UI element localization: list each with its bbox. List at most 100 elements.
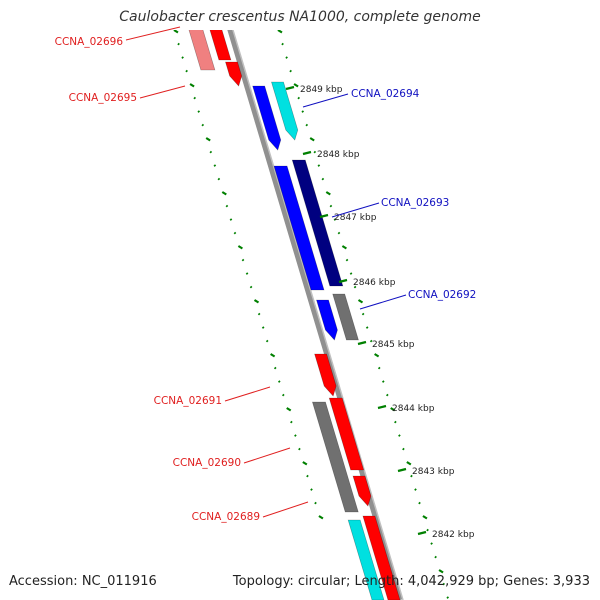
gc-tick — [309, 137, 315, 142]
gc-tick — [357, 299, 364, 304]
gene-labels: CCNA_02696 CCNA_02695 CCNA_02694 CCNA_02693… — [55, 26, 476, 523]
gc-tick — [197, 110, 201, 113]
gc-tick — [410, 474, 413, 478]
gc-tick — [265, 339, 269, 343]
gc-tick — [294, 434, 297, 437]
gc-tick — [381, 380, 385, 383]
gc-tick — [349, 272, 353, 275]
gc-tick — [233, 231, 237, 235]
kbp-tick — [338, 278, 348, 284]
gc-tick — [261, 326, 265, 329]
kbp-label: 2843 kbp — [412, 467, 455, 477]
gc-tick — [402, 447, 405, 451]
gene-leader-line — [262, 501, 309, 518]
gc-tick — [394, 420, 397, 424]
gene-leader-line — [302, 93, 349, 108]
feature-track — [188, 30, 401, 600]
gc-tick — [257, 312, 261, 316]
gc-tick — [298, 447, 301, 451]
genome-backbone — [227, 30, 404, 600]
gc-tick — [229, 218, 233, 221]
kbp-label: 2849 kbp — [300, 85, 343, 95]
gc-tick — [209, 150, 213, 154]
gc-tick — [249, 285, 253, 289]
gc-tick — [430, 542, 433, 545]
gc-tick — [253, 299, 260, 304]
gene-feature — [347, 519, 385, 600]
gc-tick — [306, 474, 309, 478]
gc-tick — [314, 501, 317, 505]
gc-tick — [422, 515, 428, 520]
gc-tick — [390, 407, 396, 412]
gc-tick — [205, 137, 211, 142]
gc-tick — [365, 326, 369, 329]
kbp-tick — [377, 404, 387, 410]
gene-feature — [312, 401, 359, 513]
gc-tick — [385, 393, 389, 397]
gc-tick — [414, 488, 417, 491]
gene-leader-line — [359, 294, 407, 310]
gc-tick — [377, 366, 381, 370]
gc-tick — [189, 83, 195, 88]
gc-tick — [434, 555, 437, 559]
gc-tick — [406, 461, 412, 466]
gc-tick — [369, 339, 373, 343]
gene-label[interactable]: CCNA_02692 — [408, 289, 476, 301]
kbp-tick — [285, 85, 295, 91]
gc-tick — [281, 393, 285, 397]
gene-feature — [252, 85, 282, 151]
gc-tick — [333, 218, 337, 221]
gc-tick — [305, 123, 309, 127]
gene-leader-line — [224, 386, 271, 402]
gene-leader-line — [125, 26, 181, 41]
gc-tick — [301, 110, 305, 113]
kbp-label: 2847 kbp — [334, 213, 377, 223]
gene-leader-line — [139, 85, 186, 99]
kbp-tick — [417, 530, 427, 536]
gc-tick — [277, 30, 283, 34]
gene-label[interactable]: CCNA_02691 — [154, 395, 222, 407]
gene-label[interactable]: CCNA_02689 — [192, 511, 260, 523]
map-title: Caulobacter crescentus NA1000, complete … — [119, 9, 481, 25]
gene-label[interactable]: CCNA_02696 — [55, 36, 124, 48]
gc-tick — [329, 204, 333, 208]
gc-tick — [213, 164, 217, 167]
gc-tick — [446, 596, 450, 599]
gc-tick — [313, 150, 317, 154]
gene-label[interactable]: CCNA_02694 — [351, 88, 420, 100]
gc-tick — [321, 177, 325, 181]
gc-tick — [289, 69, 292, 73]
gene-label[interactable]: CCNA_02690 — [173, 457, 241, 469]
gc-tick — [290, 420, 293, 424]
gc-tick — [245, 272, 249, 275]
gc-tick — [310, 488, 313, 491]
gc-tick — [285, 56, 288, 59]
gc-tick — [325, 191, 331, 196]
gene-feature — [362, 515, 401, 600]
gene-feature — [352, 475, 372, 507]
kbp-tick — [319, 213, 329, 219]
gc-tick — [361, 312, 365, 316]
gc-tick — [286, 407, 292, 412]
kbp-label: 2844 kbp — [392, 404, 435, 414]
gc-tick — [177, 42, 180, 46]
gene-feature — [314, 353, 337, 397]
gc-tick — [221, 191, 227, 196]
gc-tick — [426, 528, 429, 532]
gene-feature — [291, 159, 344, 287]
kbp-tick — [302, 150, 312, 156]
gc-tick — [173, 30, 179, 34]
gene-leader-line — [243, 447, 291, 464]
gc-tick — [185, 69, 188, 73]
gc-content-track — [173, 30, 450, 599]
gene-feature — [188, 30, 216, 71]
gc-tick — [442, 582, 445, 586]
gc-tick — [353, 285, 357, 289]
gc-tick — [181, 56, 184, 59]
gc-tick — [273, 366, 277, 370]
gc-tick — [241, 258, 245, 262]
gene-label[interactable]: CCNA_02695 — [69, 92, 137, 104]
gene-label[interactable]: CCNA_02693 — [381, 197, 449, 209]
